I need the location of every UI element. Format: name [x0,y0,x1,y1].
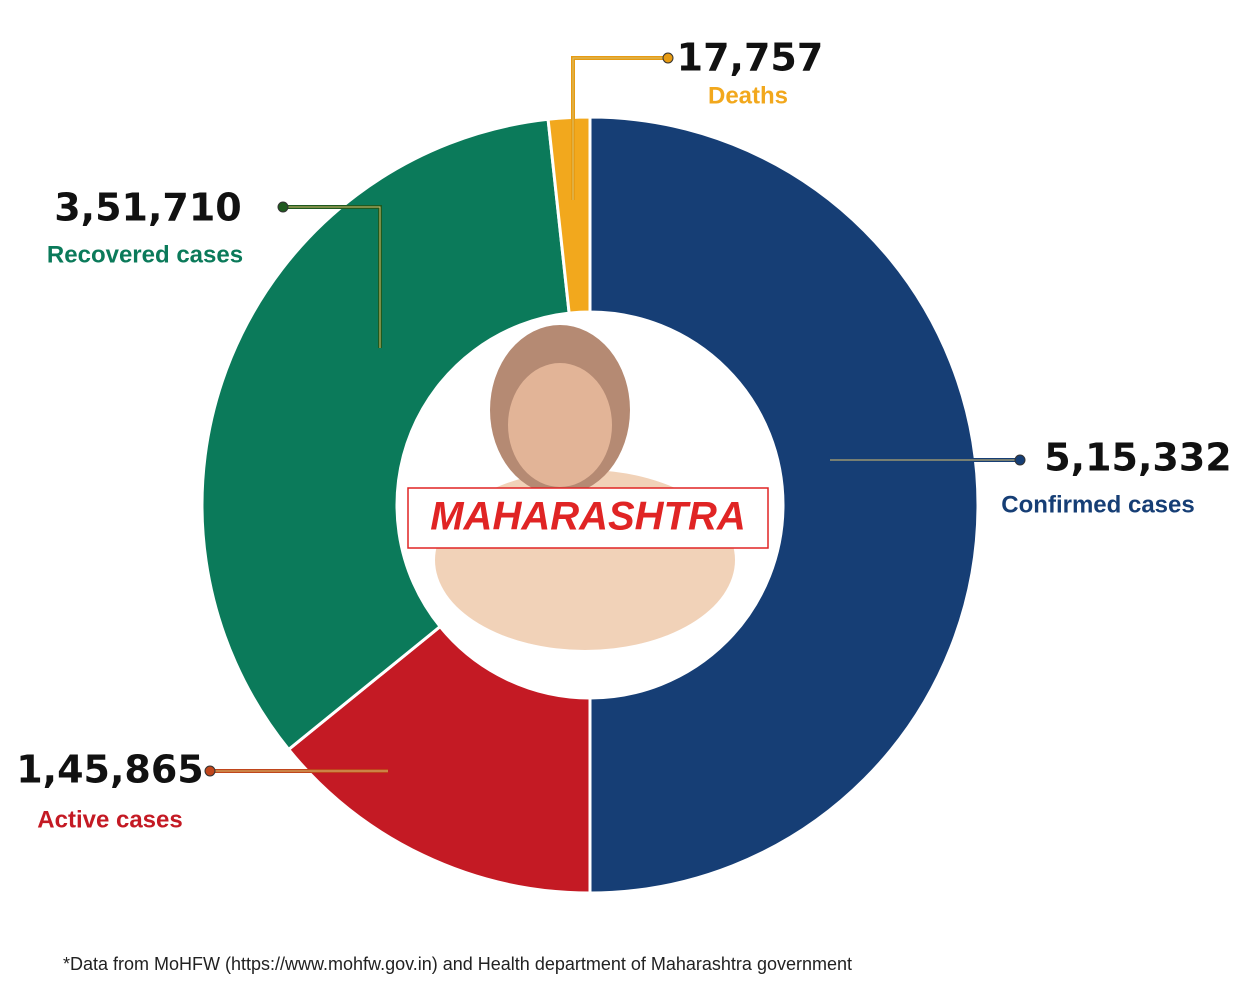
leader-line-inner [572,57,668,200]
slice [200,117,571,752]
portrait-face [508,363,612,487]
value-label: 1,45,865 [16,748,204,792]
value-label: 3,51,710 [54,186,242,230]
portrait [407,325,769,650]
labels: 5,15,332 Confirmed cases 1,45,865 Active ca… [16,36,1232,834]
legend-label: Recovered cases [47,241,243,268]
slice [546,115,592,315]
leader-dot [1014,454,1026,466]
legend-label: Deaths [708,82,788,109]
legend-label: Active cases [37,806,182,833]
value-label: 5,15,332 [1044,436,1232,480]
leader-dot [662,52,674,64]
center-label: MAHARASHTRA [430,495,746,539]
legend-label: Confirmed cases [1001,491,1194,518]
leader-line-inner [283,206,381,348]
slice [588,115,980,895]
leader-dot [277,201,289,213]
leader-dot [204,765,216,777]
donut [200,115,980,895]
slice [286,624,592,895]
center-label-box [407,487,769,549]
footnote: *Data from MoHFW (https://www.mohfw.gov.… [63,954,852,974]
value-label: 17,757 [677,36,824,80]
